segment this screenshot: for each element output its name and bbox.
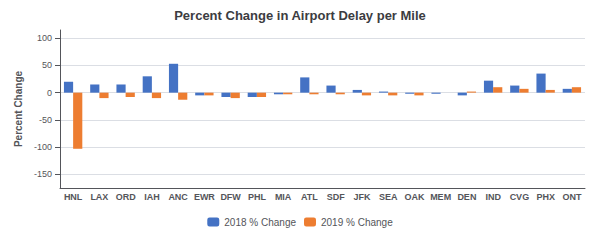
svg-text:MEM: MEM bbox=[430, 192, 451, 202]
svg-text:PHX: PHX bbox=[536, 192, 555, 202]
svg-text:SDF: SDF bbox=[327, 192, 346, 202]
svg-text:ANC: ANC bbox=[168, 192, 188, 202]
svg-text:2018 % Change: 2018 % Change bbox=[224, 217, 296, 228]
svg-text:JFK: JFK bbox=[353, 192, 371, 202]
svg-text:OAK: OAK bbox=[404, 192, 425, 202]
svg-text:ORD: ORD bbox=[116, 192, 137, 202]
svg-text:Percent Change: Percent Change bbox=[13, 70, 24, 147]
svg-text:50: 50 bbox=[42, 60, 52, 70]
svg-text:IND: IND bbox=[485, 192, 501, 202]
svg-text:-50: -50 bbox=[39, 115, 52, 125]
svg-text:0: 0 bbox=[47, 88, 52, 98]
svg-text:IAH: IAH bbox=[144, 192, 160, 202]
svg-text:EWR: EWR bbox=[194, 192, 215, 202]
svg-text:SEA: SEA bbox=[379, 192, 398, 202]
svg-text:-150: -150 bbox=[34, 169, 52, 179]
svg-text:ATL: ATL bbox=[301, 192, 318, 202]
svg-text:PHL: PHL bbox=[248, 192, 267, 202]
svg-text:-100: -100 bbox=[34, 142, 52, 152]
svg-text:ONT: ONT bbox=[562, 192, 582, 202]
svg-text:DEN: DEN bbox=[457, 192, 476, 202]
svg-text:HNL: HNL bbox=[64, 192, 83, 202]
svg-text:MIA: MIA bbox=[275, 192, 292, 202]
svg-text:CVG: CVG bbox=[510, 192, 530, 202]
svg-text:2019 % Change: 2019 % Change bbox=[321, 217, 393, 228]
svg-text:Percent Change in Airport Dela: Percent Change in Airport Delay per Mile bbox=[174, 8, 426, 23]
svg-text:DFW: DFW bbox=[220, 192, 241, 202]
svg-text:100: 100 bbox=[37, 33, 52, 43]
svg-text:LAX: LAX bbox=[90, 192, 108, 202]
